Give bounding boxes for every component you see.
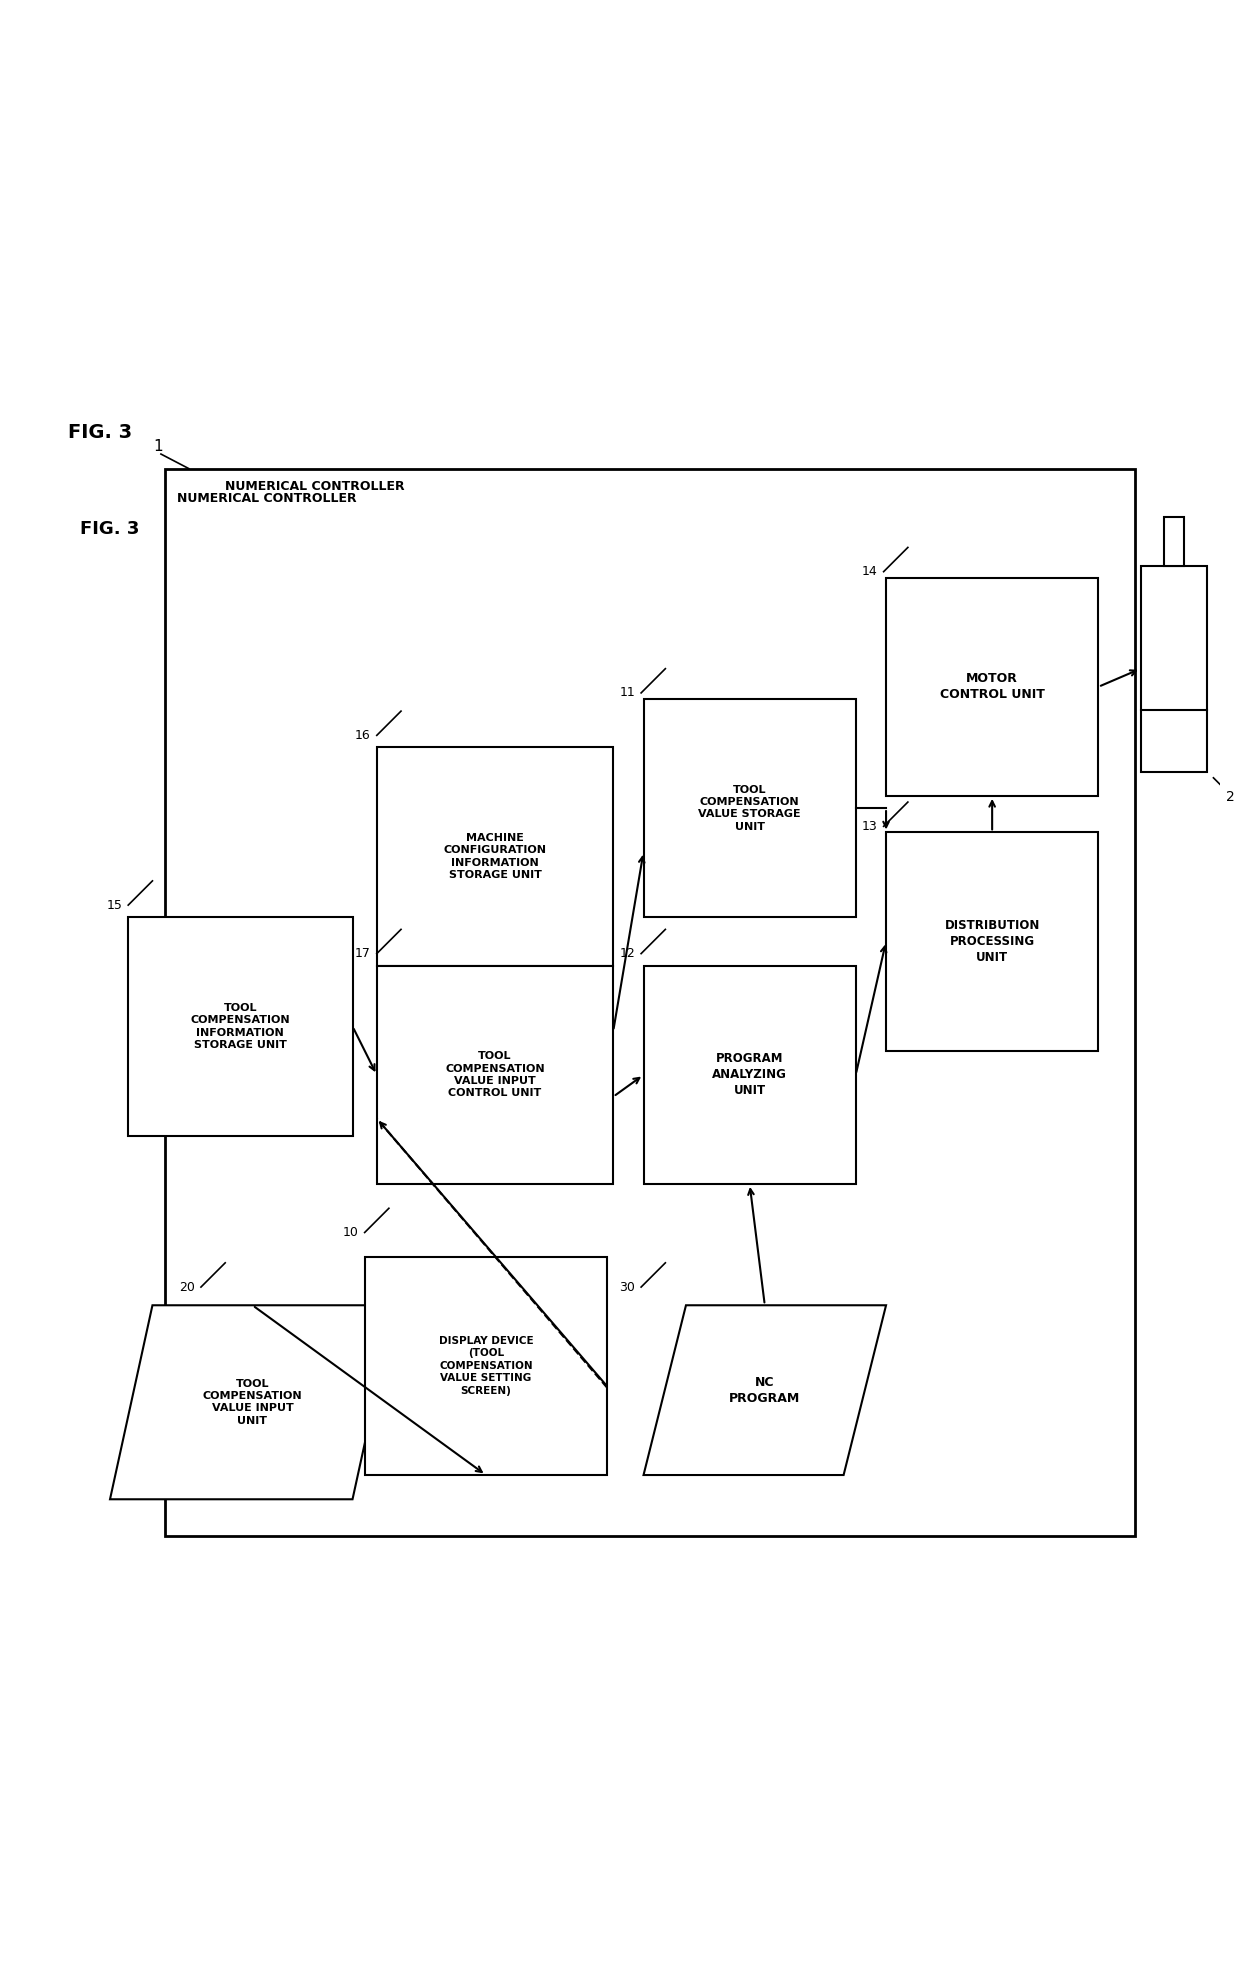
Text: MOTOR
CONTROL UNIT: MOTOR CONTROL UNIT bbox=[940, 673, 1044, 701]
Text: TOOL
COMPENSATION
INFORMATION
STORAGE UNIT: TOOL COMPENSATION INFORMATION STORAGE UN… bbox=[191, 1002, 290, 1049]
Text: FIG. 3: FIG. 3 bbox=[79, 521, 139, 539]
Text: DISPLAY DEVICE
(TOOL
COMPENSATION
VALUE SETTING
SCREEN): DISPLAY DEVICE (TOOL COMPENSATION VALUE … bbox=[439, 1336, 533, 1396]
Text: TOOL
COMPENSATION
VALUE INPUT
UNIT: TOOL COMPENSATION VALUE INPUT UNIT bbox=[202, 1378, 303, 1426]
Bar bbox=[377, 966, 614, 1184]
Text: 2: 2 bbox=[1225, 790, 1234, 804]
Polygon shape bbox=[644, 1305, 887, 1475]
Bar bbox=[377, 748, 614, 966]
Text: NUMERICAL CONTROLLER: NUMERICAL CONTROLLER bbox=[226, 481, 404, 493]
Bar bbox=[165, 469, 1135, 1536]
Bar bbox=[644, 699, 856, 917]
Text: NC
PROGRAM: NC PROGRAM bbox=[729, 1376, 800, 1404]
Text: 16: 16 bbox=[355, 729, 371, 742]
Bar bbox=[1164, 517, 1184, 566]
Bar bbox=[1141, 566, 1208, 772]
Text: 11: 11 bbox=[619, 687, 635, 699]
Text: NUMERICAL CONTROLLER: NUMERICAL CONTROLLER bbox=[177, 493, 356, 505]
Text: 14: 14 bbox=[862, 564, 878, 578]
Text: TOOL
COMPENSATION
VALUE STORAGE
UNIT: TOOL COMPENSATION VALUE STORAGE UNIT bbox=[698, 784, 801, 832]
Text: FIG. 3: FIG. 3 bbox=[67, 422, 131, 442]
Text: 1: 1 bbox=[154, 440, 164, 453]
Text: PROGRAM
ANALYZING
UNIT: PROGRAM ANALYZING UNIT bbox=[712, 1053, 787, 1097]
Text: DISTRIBUTION
PROCESSING
UNIT: DISTRIBUTION PROCESSING UNIT bbox=[945, 919, 1040, 964]
Text: 17: 17 bbox=[355, 946, 371, 960]
Bar bbox=[128, 917, 352, 1135]
Text: 13: 13 bbox=[862, 820, 878, 834]
Bar bbox=[644, 966, 856, 1184]
Text: 12: 12 bbox=[619, 946, 635, 960]
Text: 20: 20 bbox=[179, 1281, 195, 1293]
Text: 30: 30 bbox=[619, 1281, 635, 1293]
Bar bbox=[887, 578, 1099, 796]
Bar bbox=[365, 1257, 608, 1475]
Text: TOOL
COMPENSATION
VALUE INPUT
CONTROL UNIT: TOOL COMPENSATION VALUE INPUT CONTROL UN… bbox=[445, 1051, 544, 1099]
Polygon shape bbox=[110, 1305, 396, 1499]
Bar bbox=[887, 832, 1099, 1051]
Text: 10: 10 bbox=[342, 1226, 358, 1239]
Text: 15: 15 bbox=[107, 899, 122, 911]
Text: MACHINE
CONFIGURATION
INFORMATION
STORAGE UNIT: MACHINE CONFIGURATION INFORMATION STORAG… bbox=[444, 834, 547, 881]
